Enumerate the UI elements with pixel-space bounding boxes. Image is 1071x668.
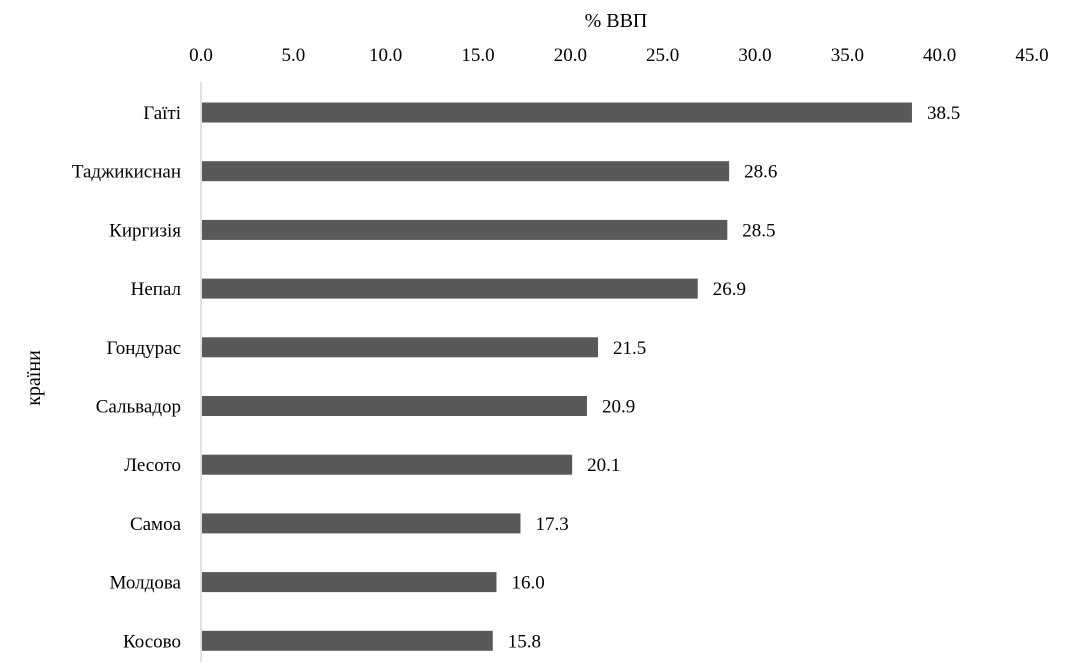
x-tick-label: 10.0: [369, 45, 402, 66]
bar: [202, 630, 493, 651]
bar: [202, 513, 521, 534]
x-tick-label: 35.0: [831, 45, 864, 66]
x-tick-label: 45.0: [1015, 45, 1048, 66]
x-tick-label: 25.0: [646, 45, 679, 66]
category-label: Молдова: [110, 573, 182, 594]
x-tick-label: 40.0: [923, 45, 956, 66]
category-labels: Гаїті Таджикиснан Киргизія Непал Гондурас Сал…: [72, 103, 182, 652]
y-axis-title: країни: [23, 350, 45, 406]
category-label: Сальвадор: [96, 397, 181, 418]
bar: [202, 102, 912, 123]
data-label: 17.3: [535, 514, 568, 535]
data-label: 20.9: [602, 397, 635, 418]
x-tick-label: 5.0: [281, 45, 305, 66]
x-axis-ticks: 0.0 5.0 10.0 15.0 20.0 25.0 30.0 35.0 40.0 45.0: [189, 45, 1049, 66]
category-label: Гондурас: [106, 338, 181, 359]
data-label: 28.5: [742, 220, 775, 241]
x-tick-label: 15.0: [461, 45, 494, 66]
data-label: 38.5: [927, 103, 960, 124]
category-label: Гаїті: [143, 103, 181, 124]
x-tick-label: 30.0: [738, 45, 771, 66]
bar: [202, 219, 728, 240]
data-labels: 38.5 28.6 28.5 26.9 21.5 20.9 20.1 17.3 16.0 15.8: [508, 103, 960, 652]
category-label: Лесото: [124, 455, 181, 476]
data-label: 21.5: [613, 338, 646, 359]
data-label: 28.6: [744, 162, 777, 183]
category-label: Таджикиснан: [72, 162, 181, 183]
data-label: 16.0: [511, 573, 544, 594]
bar: [202, 337, 599, 358]
data-label: 20.1: [587, 455, 620, 476]
bars: [202, 102, 912, 651]
bar: [202, 572, 497, 593]
category-label: Самоа: [130, 514, 182, 535]
bar: [202, 278, 698, 299]
category-label: Киргизія: [109, 220, 181, 241]
bar: [202, 396, 587, 416]
data-label: 15.8: [508, 631, 541, 652]
x-tick-label: 20.0: [554, 45, 587, 66]
x-tick-label: 0.0: [189, 45, 213, 66]
category-label: Непал: [131, 279, 182, 300]
x-axis-title: % ВВП: [585, 10, 648, 32]
category-label: Косово: [123, 631, 181, 652]
data-label: 26.9: [713, 279, 746, 300]
bar: [202, 454, 573, 475]
bar: [202, 161, 730, 182]
